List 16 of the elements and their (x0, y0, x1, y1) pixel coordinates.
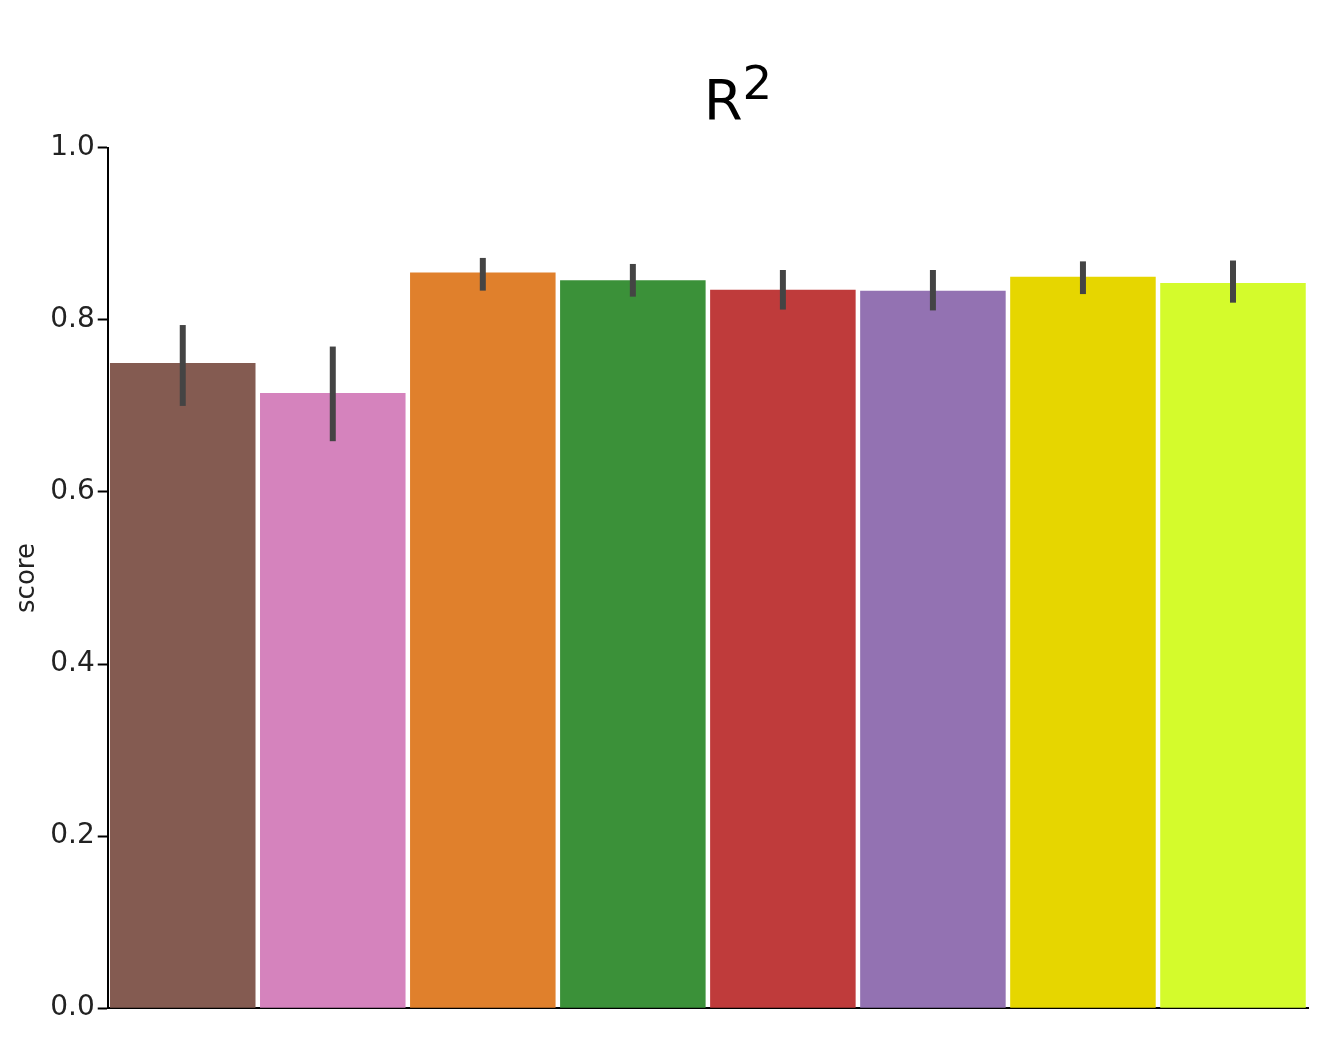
bar (710, 289, 856, 1008)
bar (1160, 282, 1306, 1008)
y-tick-label: 0.8 (50, 301, 95, 335)
bar (560, 280, 706, 1008)
chart-title: R$^{2}$ (702, 55, 774, 132)
bar (260, 393, 406, 1008)
y-axis-title: score (10, 543, 41, 613)
bar (1010, 276, 1156, 1008)
y-tick-label: 0.0 (50, 989, 95, 1023)
bar (109, 362, 256, 1008)
y-tick-label: 0.4 (50, 645, 95, 679)
y-tick-label: 0.6 (50, 473, 95, 507)
bar (860, 290, 1006, 1008)
bar (410, 272, 556, 1008)
y-tick-label: 0.2 (50, 817, 95, 851)
y-tick-label: 1.0 (50, 129, 95, 163)
